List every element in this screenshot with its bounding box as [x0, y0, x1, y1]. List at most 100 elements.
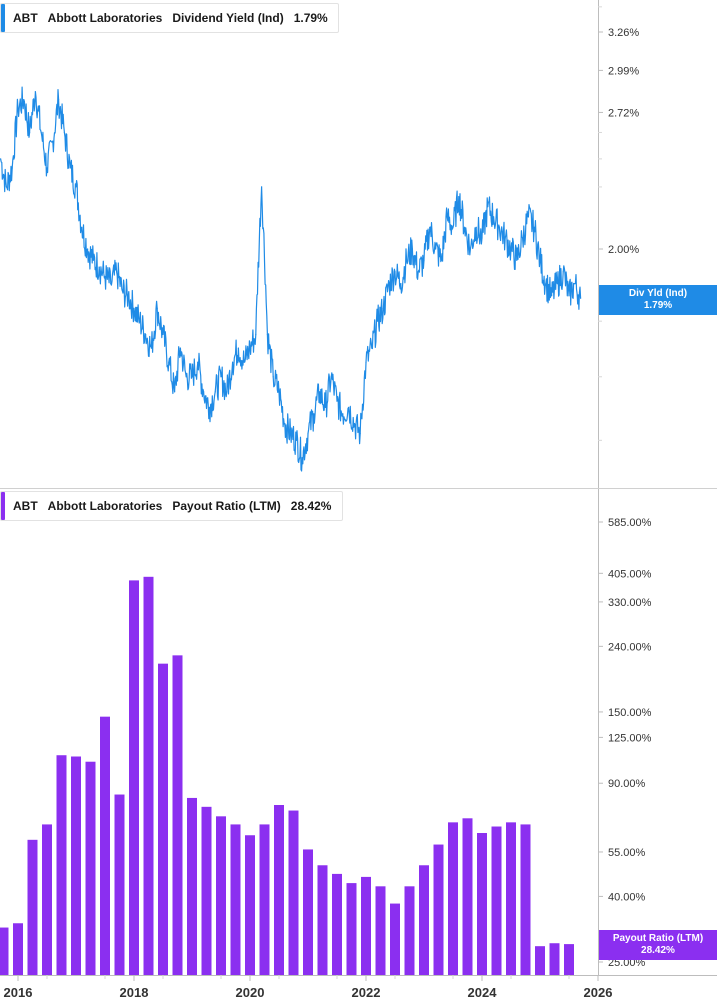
yield-data-point — [417, 271, 419, 273]
payout-bar — [201, 806, 212, 975]
payout-legend-metric: Payout Ratio (LTM) — [172, 499, 281, 513]
payout-series — [0, 576, 574, 975]
yield-y-tick-label: 3.26% — [608, 27, 639, 39]
yield-data-point — [313, 413, 315, 415]
yield-data-point — [249, 347, 251, 349]
payout-y-tick-label: 585.00% — [608, 517, 652, 529]
x-tick-label: 2018 — [120, 985, 149, 1000]
yield-tag-label: Div Yld (Ind) — [628, 288, 688, 299]
payout-legend-value: 28.42% — [290, 499, 332, 513]
payout-y-axis: 585.00% 405.00% 330.00% 240.00% 150.00% 125.0… — [598, 517, 652, 969]
yield-data-point — [237, 347, 239, 349]
yield-data-point — [162, 333, 164, 336]
payout-y-tick-label: 125.00% — [608, 732, 652, 744]
yield-data-point — [110, 283, 112, 285]
yield-data-point — [481, 237, 483, 239]
payout-bar — [114, 794, 125, 975]
yield-data-point — [545, 283, 547, 285]
payout-bar — [71, 756, 81, 975]
yield-data-point — [504, 237, 506, 239]
payout-bar — [230, 824, 241, 975]
yield-data-point — [458, 196, 460, 198]
payout-bar — [332, 873, 342, 975]
yield-data-point — [174, 391, 176, 393]
yield-data-point — [301, 457, 303, 459]
yield-data-point — [168, 361, 170, 363]
payout-bar — [274, 805, 284, 975]
yield-data-point — [365, 361, 367, 363]
yield-data-point — [255, 333, 257, 336]
yield-data-point — [203, 391, 205, 393]
yield-data-point — [58, 98, 60, 101]
payout-legend[interactable]: ABT Abbott Laboratories Payout Ratio (LT… — [0, 491, 343, 521]
yield-data-point — [139, 320, 141, 322]
yield-data-point — [400, 283, 402, 285]
yield-data-point — [156, 307, 158, 309]
payout-bar — [216, 816, 226, 975]
yield-data-point — [75, 186, 77, 188]
yield-data-point — [580, 297, 582, 299]
yield-data-point — [243, 361, 245, 363]
yield-data-point — [81, 226, 83, 228]
payout-y-tick-label: 90.00% — [608, 778, 646, 790]
yield-data-point — [493, 216, 495, 218]
payout-bar — [288, 810, 299, 975]
yield-data-point — [353, 422, 355, 425]
payout-y-tick-label: 405.00% — [608, 568, 652, 580]
payout-bar — [549, 943, 560, 975]
payout-bar — [42, 824, 52, 975]
yield-y-axis: 3.26% 2.99% 2.72% 2.00% — [598, 6, 639, 441]
yield-data-point — [440, 259, 442, 261]
yield-data-point — [406, 259, 408, 261]
yield-legend[interactable]: ABT Abbott Laboratories Dividend Yield (… — [0, 3, 339, 33]
payout-bar — [27, 839, 38, 975]
x-tick-label: 2020 — [236, 985, 265, 1000]
yield-data-point — [208, 406, 210, 409]
payout-y-tick-label: 240.00% — [608, 641, 652, 653]
payout-bar — [535, 946, 545, 975]
payout-bar — [143, 576, 154, 975]
payout-bar — [346, 883, 357, 975]
yield-data-point — [539, 259, 541, 261]
payout-value-tag: Payout Ratio (LTM) 28.42% — [599, 930, 717, 960]
yield-data-point — [377, 320, 379, 322]
yield-line-path — [0, 86, 582, 472]
yield-data-point — [574, 283, 576, 285]
yield-data-point — [197, 361, 199, 363]
yield-value-tag: Div Yld (Ind) 1.79% — [599, 285, 717, 315]
yield-data-point — [104, 275, 106, 278]
yield-data-point — [5, 186, 7, 188]
yield-data-point — [342, 413, 344, 415]
payout-y-tick-label: 150.00% — [608, 707, 652, 719]
yield-data-point — [185, 376, 187, 378]
yield-data-point — [382, 307, 384, 309]
yield-data-point — [272, 376, 274, 378]
yield-legend-ticker: ABT — [13, 11, 38, 25]
payout-bar — [419, 865, 429, 975]
yield-data-point — [388, 283, 390, 285]
yield-data-point — [394, 271, 396, 273]
yield-data-point — [562, 271, 564, 273]
yield-data-point — [98, 266, 100, 268]
yield-data-point — [34, 91, 37, 93]
yield-data-point — [11, 167, 13, 169]
payout-bar — [317, 865, 328, 975]
yield-data-point — [336, 400, 338, 402]
payout-y-tick-label: 25.00% — [608, 957, 646, 969]
yield-data-point — [568, 295, 570, 297]
x-tick-label: 2022 — [352, 985, 381, 1000]
payout-legend-swatch — [1, 492, 5, 520]
payout-y-tick-label: 40.00% — [608, 891, 646, 903]
yield-data-point — [469, 248, 471, 250]
yield-data-point — [226, 391, 228, 393]
payout-bar — [100, 716, 110, 975]
yield-data-point — [63, 131, 65, 134]
payout-bar — [404, 886, 415, 975]
yield-data-point — [40, 131, 42, 134]
yield-data-point — [29, 131, 31, 134]
payout-bar — [506, 822, 516, 975]
payout-bar — [448, 822, 458, 975]
payout-bar — [390, 903, 400, 975]
yield-y-tick-label: 2.00% — [608, 244, 639, 256]
